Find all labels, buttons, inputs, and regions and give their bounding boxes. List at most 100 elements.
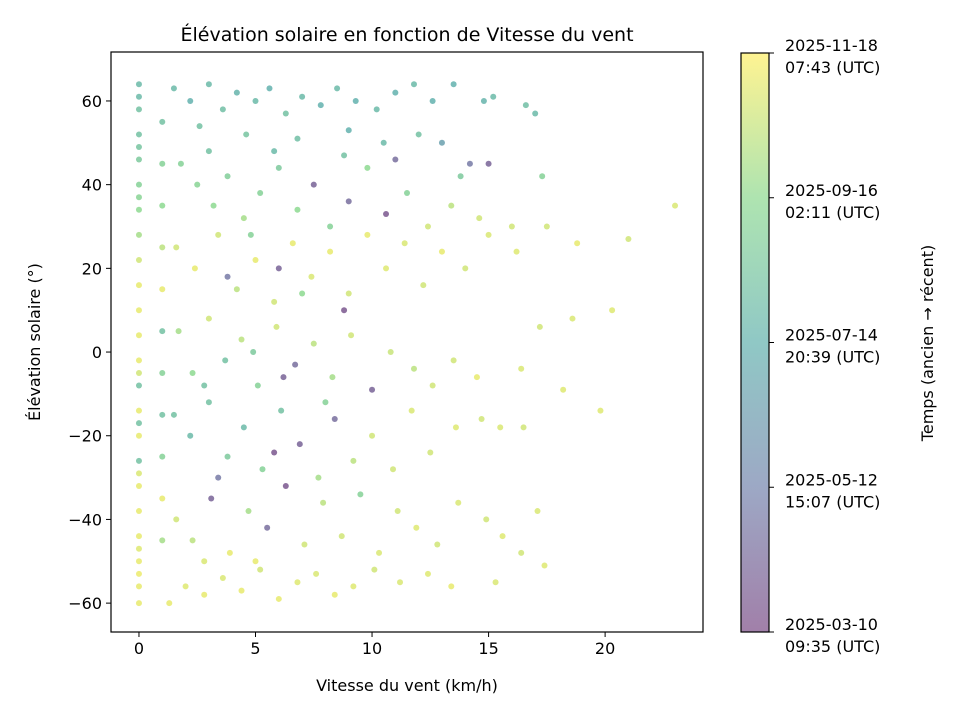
- y-tick-label: −40: [68, 510, 102, 529]
- scatter-point: [569, 315, 576, 322]
- scatter-point: [522, 102, 529, 109]
- colorbar-tick-label: 09:35 (UTC): [785, 637, 880, 656]
- scatter-point: [345, 198, 352, 205]
- scatter-point: [483, 516, 490, 523]
- scatter-point: [135, 131, 142, 138]
- scatter-point: [135, 545, 142, 552]
- scatter-point: [574, 240, 581, 247]
- scatter-point: [497, 424, 504, 431]
- scatter-point: [135, 407, 142, 414]
- scatter-point: [424, 223, 431, 230]
- x-axis: 0 5 10 15 20: [134, 632, 615, 658]
- scatter-point: [292, 361, 299, 368]
- scatter-point: [135, 432, 142, 439]
- scatter-point: [159, 118, 166, 125]
- scatter-point: [135, 156, 142, 163]
- scatter-point: [208, 495, 215, 502]
- scatter-point: [518, 365, 525, 372]
- colorbar-label: Temps (ancien → récent): [918, 245, 937, 442]
- scatter-point: [240, 215, 247, 222]
- scatter-point: [135, 181, 142, 188]
- scatter-point: [373, 106, 380, 113]
- scatter-point: [289, 240, 296, 247]
- scatter-point: [331, 415, 338, 422]
- scatter-point: [348, 332, 355, 339]
- scatter-point: [247, 231, 254, 238]
- scatter-point: [357, 491, 364, 498]
- scatter-point: [492, 579, 499, 586]
- scatter-point: [539, 173, 546, 180]
- scatter-point: [625, 236, 632, 243]
- x-tick-label: 20: [595, 639, 615, 658]
- colorbar-tick-label: 2025-09-16: [785, 181, 878, 200]
- scatter-point: [219, 575, 226, 582]
- scatter-point: [462, 265, 469, 272]
- scatter-point: [245, 508, 252, 515]
- scatter-point: [401, 240, 408, 247]
- points-layer: [135, 81, 679, 607]
- scatter-point: [448, 202, 455, 209]
- scatter-point: [294, 135, 301, 142]
- scatter-point: [135, 457, 142, 464]
- scatter-point: [334, 85, 341, 92]
- scatter-point: [259, 466, 266, 473]
- scatter-point: [233, 286, 240, 293]
- y-axis: −60 −40 −20 0 20 40 60: [68, 92, 111, 613]
- y-tick-label: 0: [92, 343, 102, 362]
- scatter-point: [448, 583, 455, 590]
- scatter-point: [205, 315, 212, 322]
- scatter-point: [135, 369, 142, 376]
- scatter-point: [189, 369, 196, 376]
- y-tick-label: −20: [68, 427, 102, 446]
- scatter-point: [159, 244, 166, 251]
- scatter-point: [135, 143, 142, 150]
- scatter-point: [271, 148, 278, 155]
- scatter-point: [233, 89, 240, 96]
- x-tick-label: 0: [134, 639, 144, 658]
- scatter-point: [485, 231, 492, 238]
- scatter-point: [187, 432, 194, 439]
- scatter-point: [182, 583, 189, 590]
- scatter-point: [135, 583, 142, 590]
- y-tick-label: −60: [68, 594, 102, 613]
- scatter-point: [387, 349, 394, 356]
- scatter-point: [264, 524, 271, 531]
- scatter-point: [191, 265, 198, 272]
- scatter-point: [135, 231, 142, 238]
- scatter-point: [135, 470, 142, 477]
- scatter-point: [415, 131, 422, 138]
- y-axis-label: Élévation solaire (°): [25, 263, 44, 421]
- scatter-point: [410, 81, 417, 88]
- scatter-point: [135, 106, 142, 113]
- scatter-point: [294, 579, 301, 586]
- scatter-point: [327, 223, 334, 230]
- scatter-point: [170, 411, 177, 418]
- scatter-point: [135, 357, 142, 364]
- scatter-point: [424, 570, 431, 577]
- scatter-point: [609, 307, 616, 314]
- scatter-point: [266, 85, 273, 92]
- scatter-point: [485, 160, 492, 167]
- scatter-point: [135, 508, 142, 515]
- scatter-point: [466, 160, 473, 167]
- scatter-point: [215, 474, 222, 481]
- scatter-point: [322, 399, 329, 406]
- colorbar-tick-label: 2025-11-18: [785, 36, 878, 55]
- scatter-point: [257, 566, 264, 573]
- scatter-point: [224, 273, 231, 280]
- x-tick-label: 5: [250, 639, 260, 658]
- scatter-point: [518, 549, 525, 556]
- scatter-point: [672, 202, 679, 209]
- scatter-point: [201, 591, 208, 598]
- scatter-point: [394, 508, 401, 515]
- scatter-point: [282, 482, 289, 489]
- scatter-point: [438, 139, 445, 146]
- scatter-point: [392, 89, 399, 96]
- scatter-point: [135, 482, 142, 489]
- scatter-point: [450, 357, 457, 364]
- scatter-point: [327, 248, 334, 255]
- scatter-point: [345, 127, 352, 134]
- scatter-point: [313, 570, 320, 577]
- scatter-point: [301, 541, 308, 548]
- scatter-point: [224, 453, 231, 460]
